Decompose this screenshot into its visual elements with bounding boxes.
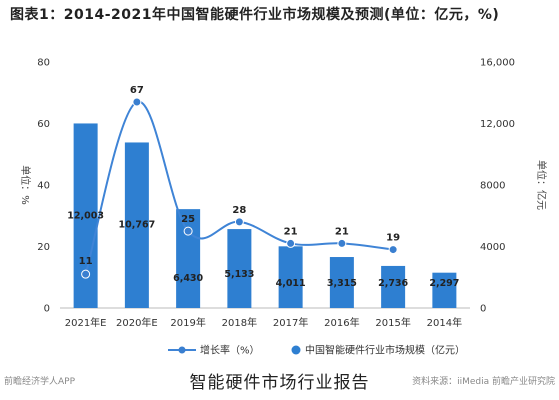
- growth-rate-label: 11: [79, 256, 93, 267]
- x-tick-label: 2020年E: [116, 316, 158, 329]
- bar-value-label: 10,767: [119, 219, 156, 230]
- x-tick-label: 2018年: [222, 316, 257, 329]
- growth-rate-line: [84, 100, 394, 275]
- y-right-tick-label: 16,000: [480, 58, 515, 69]
- y-right-tick-label: 0: [480, 304, 486, 315]
- growth-rate-point: [337, 238, 347, 248]
- bar: [329, 257, 354, 308]
- bar-value-label: 12,003: [67, 210, 104, 221]
- growth-rate-point: [81, 269, 91, 279]
- growth-rate-point: [388, 245, 398, 255]
- y-right-tick-label: 12,000: [480, 119, 515, 130]
- bar-value-label: 2,736: [378, 278, 408, 289]
- y-left-tick-label: 0: [44, 304, 50, 315]
- chart-title: 图表1：2014-2021年中国智能硬件行业市场规模及预测(单位：亿元，%): [10, 7, 500, 23]
- x-tick-label: 2016年: [324, 316, 359, 329]
- bar-value-label: 5,133: [224, 269, 254, 280]
- growth-rate-label: 21: [335, 226, 349, 237]
- bar: [176, 209, 201, 308]
- bar: [432, 272, 457, 308]
- growth-rate-label: 21: [284, 226, 298, 237]
- legend-bar-swatch: [291, 345, 301, 355]
- growth-rate-label: 28: [232, 205, 246, 216]
- bar-value-label: 6,430: [173, 273, 203, 284]
- growth-rate-point: [183, 226, 193, 236]
- bar-value-label: 2,297: [429, 278, 459, 289]
- bar: [381, 265, 406, 308]
- growth-rate-point: [132, 97, 142, 107]
- source-left-text: 前瞻经济学人APP: [4, 375, 76, 387]
- page-caption: 智能硬件市场行业报告: [189, 373, 370, 393]
- growth-rate-label: 67: [130, 85, 144, 96]
- x-tick-label: 2015年: [375, 316, 410, 329]
- growth-rate-point: [286, 238, 296, 248]
- y-left-axis-title: 单位：%: [19, 165, 32, 205]
- y-right-tick-label: 4000: [480, 242, 505, 253]
- y-left-tick-label: 40: [37, 181, 50, 192]
- bar: [278, 246, 303, 308]
- x-tick-label: 2014年: [427, 316, 462, 329]
- x-tick-label: 2017年: [273, 316, 308, 329]
- y-right-tick-label: 8000: [480, 181, 505, 192]
- bar-value-label: 3,315: [327, 278, 357, 289]
- growth-rate-point: [234, 217, 244, 227]
- legend-label: 中国智能硬件行业市场规模（亿元）: [305, 344, 465, 357]
- legend-line-marker: [178, 346, 186, 354]
- x-tick-label: 2019年: [170, 316, 205, 329]
- y-left-tick-label: 20: [37, 242, 50, 253]
- bar: [124, 142, 149, 308]
- y-right-axis-title: 单位：亿元: [535, 160, 548, 210]
- x-tick-label: 2021年E: [65, 316, 107, 329]
- bar: [227, 229, 252, 308]
- y-left-tick-label: 80: [37, 58, 50, 69]
- y-left-tick-label: 60: [37, 119, 50, 130]
- bar-value-label: 4,011: [276, 278, 306, 289]
- legend-label: 增长率（%）: [200, 344, 260, 357]
- growth-rate-label: 25: [181, 214, 195, 225]
- growth-rate-label: 19: [386, 233, 400, 244]
- source-right-text: 资料来源：iiMedia 前瞻产业研究院: [412, 375, 555, 387]
